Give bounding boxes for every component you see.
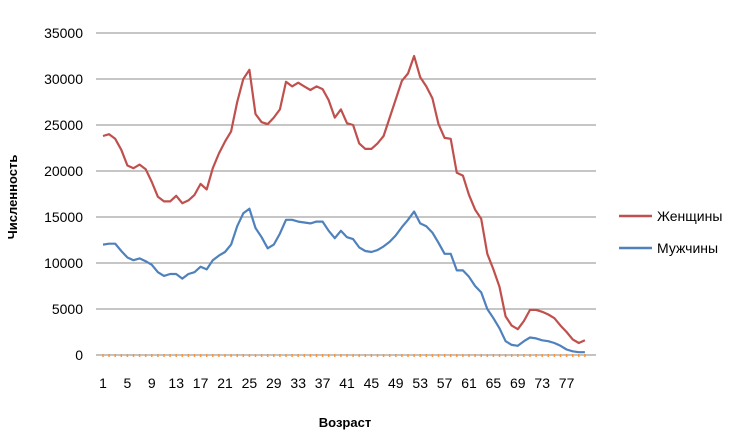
x-tick-label: 1 (99, 375, 107, 391)
series-line-women (102, 54, 586, 345)
y-tick-label: 30000 (44, 71, 83, 87)
x-tick-label: 9 (148, 375, 156, 391)
y-tick-label: 15000 (44, 209, 83, 225)
x-tick-label: 41 (339, 375, 355, 391)
x-tick-label: 29 (266, 375, 282, 391)
x-axis-ticks: 1 5 9 13 17 21 25 29 33 37 41 45 49 53 57 61 65 69 73 77 (99, 375, 574, 391)
y-axis-ticks: 0 5000 10000 15000 20000 25000 30000 35000 (44, 25, 83, 363)
x-tick-label: 21 (217, 375, 233, 391)
x-tick-label: 61 (461, 375, 477, 391)
y-tick-label: 20000 (44, 163, 83, 179)
y-tick-label: 10000 (44, 255, 83, 271)
x-tick-label: 25 (242, 375, 258, 391)
x-axis-title: Возраст (319, 415, 371, 430)
series-lines (102, 54, 586, 354)
x-tick-label: 37 (315, 375, 331, 391)
x-tick-label: 33 (290, 375, 306, 391)
y-axis-title: Численность (5, 155, 20, 240)
x-tick-label: 53 (412, 375, 428, 391)
x-tick-label: 13 (168, 375, 184, 391)
x-tick-label: 65 (486, 375, 502, 391)
x-tick-label: 17 (193, 375, 209, 391)
x-tick-label: 57 (437, 375, 453, 391)
x-tick-label: 73 (534, 375, 550, 391)
legend: Женщины Мужчины (619, 208, 722, 256)
gridlines (96, 32, 596, 357)
x-tick-label: 5 (124, 375, 132, 391)
y-tick-label: 25000 (44, 117, 83, 133)
y-tick-label: 5000 (52, 301, 83, 317)
x-tick-label: 69 (510, 375, 526, 391)
series-line-men (102, 207, 585, 354)
y-tick-label: 35000 (44, 25, 83, 41)
legend-label: Женщины (657, 208, 722, 224)
x-tick-label: 77 (559, 375, 575, 391)
legend-label: Мужчины (657, 240, 718, 256)
y-tick-label: 0 (75, 347, 83, 363)
x-tick-label: 45 (364, 375, 380, 391)
x-tick-label: 49 (388, 375, 404, 391)
